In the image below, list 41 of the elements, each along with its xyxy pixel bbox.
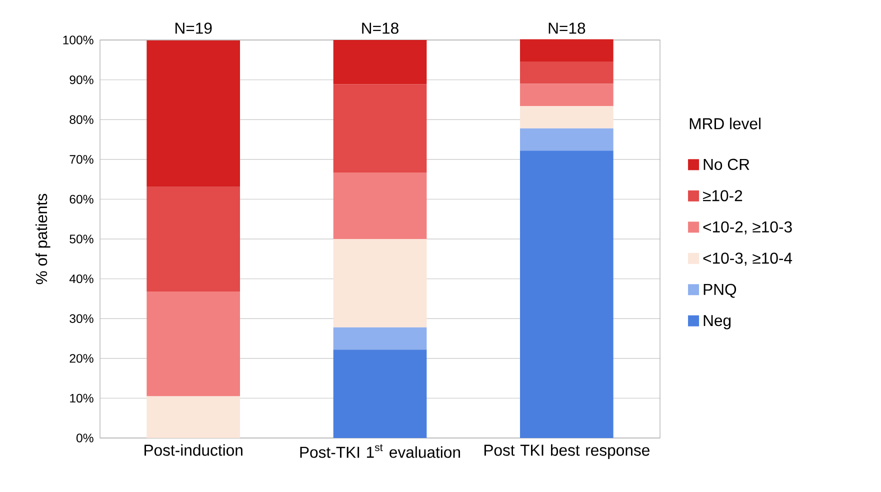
bar: [333, 40, 427, 84]
y-tick-label: 20%: [70, 354, 94, 363]
bar: [520, 84, 614, 106]
legend-title: MRD level: [690, 118, 760, 130]
bar: [146, 186, 240, 292]
annotation: N=19: [176, 22, 212, 34]
legend-label: <10-3, ≥10-4: [703, 252, 792, 266]
annotation: N=18: [362, 22, 398, 34]
y-axis-title: % of patients: [36, 194, 50, 284]
bar: [333, 350, 427, 438]
bar: [520, 39, 614, 62]
x-tick-label: Post-induction: [144, 444, 242, 456]
legend-label: <10-2, ≥10-3: [703, 221, 792, 234]
y-tick-label: 30%: [70, 314, 94, 323]
y-tick-label: 60%: [70, 194, 94, 204]
legend-label: No CR: [704, 158, 750, 170]
legend-label: ≥10-2: [703, 190, 742, 202]
bar: [146, 292, 240, 396]
annotation: N=18: [548, 22, 586, 34]
x-tick-label: Post TKI best response: [484, 444, 650, 459]
legend-label: Neg: [704, 315, 731, 330]
y-tick-label: 50%: [70, 234, 94, 244]
bar: [520, 128, 614, 151]
bar: [333, 239, 427, 328]
bar: [520, 61, 614, 84]
y-tick-label: 70%: [70, 155, 94, 164]
x-tick-label: Post-TKI 1$^{st}$ evaluation: [300, 444, 460, 458]
legend-label: PNQ: [704, 284, 736, 298]
bar: [333, 172, 427, 239]
y-tick-label: 90%: [70, 75, 94, 84]
bar: [333, 327, 427, 350]
bar: [520, 106, 614, 128]
y-tick-label: 80%: [70, 115, 94, 124]
y-tick-label: 0%: [76, 434, 94, 442]
bar: [333, 84, 427, 173]
y-tick-label: 40%: [69, 274, 94, 284]
bar: [146, 396, 240, 438]
bar: [146, 40, 240, 187]
bar: [520, 150, 614, 438]
y-tick-label: 10%: [70, 394, 94, 403]
y-tick-label: 100%: [63, 36, 94, 44]
